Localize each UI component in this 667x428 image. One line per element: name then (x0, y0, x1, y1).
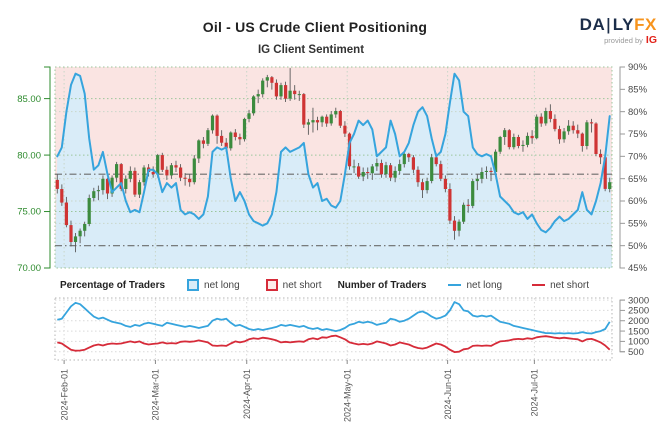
svg-text:80%: 80% (628, 107, 648, 118)
provided-by-line: provided by IG (580, 35, 657, 46)
price-axis-left: 70.00 75.00 80.00 85.00 (17, 66, 51, 274)
svg-text:500: 500 (628, 347, 644, 358)
svg-text:2024-Jun-01: 2024-Jun-01 (443, 369, 453, 420)
svg-text:2024-Jul-01: 2024-Jul-01 (530, 369, 540, 417)
svg-text:2000: 2000 (628, 316, 649, 327)
date-axis: 2024-Feb-01 2024-Mar-01 2024-Apr-01 2024-Ma… (59, 360, 540, 422)
logo-i-bar: | (606, 15, 612, 34)
chart-legend: Percentage of Traders net long net short… (60, 279, 589, 291)
traders-panel (54, 297, 613, 361)
svg-text:60%: 60% (628, 196, 648, 207)
logo-text-ly: LY (612, 15, 635, 34)
svg-text:2024-Mar-01: 2024-Mar-01 (151, 369, 161, 421)
svg-text:75.00: 75.00 (17, 207, 41, 218)
net-short-label: net short (550, 279, 589, 291)
net-short-line-swatch (532, 284, 546, 286)
net-long-line-swatch (448, 284, 462, 286)
net-long-label: net long (466, 279, 503, 291)
svg-text:2024-Feb-01: 2024-Feb-01 (59, 369, 69, 421)
svg-text:65%: 65% (628, 174, 648, 185)
svg-text:90%: 90% (628, 62, 648, 73)
legend-title-percentage-of-traders: Percentage of Traders (60, 279, 166, 291)
net-long-pct-line (56, 72, 611, 234)
pct-axis-right: 45% 50% 55% 60% 65% 70% 75% 80% 85% 90% (619, 62, 648, 274)
traders-net-short-line (57, 334, 611, 354)
logo-text-fx: FX (634, 15, 657, 34)
svg-text:85%: 85% (628, 85, 648, 96)
svg-text:2024-Apr-01: 2024-Apr-01 (242, 369, 252, 419)
svg-text:75%: 75% (628, 129, 648, 140)
svg-text:70.00: 70.00 (17, 263, 41, 274)
svg-text:70%: 70% (628, 152, 648, 163)
traders-net-long-line (57, 301, 611, 335)
svg-text:85.00: 85.00 (17, 94, 41, 105)
legend-item-pct-net-long: net long (187, 279, 240, 291)
legend-item-count-net-short: net short (532, 280, 589, 291)
svg-text:2500: 2500 (628, 306, 649, 317)
chart-subtitle: IG Client Sentiment (257, 44, 365, 56)
dailyfx-wordmark: DA | LY FX (580, 16, 657, 33)
dailyfx-logo: DA | LY FX provided by IG (580, 16, 657, 46)
legend-title-number-of-traders: Number of Traders (337, 279, 427, 291)
svg-text:1000: 1000 (628, 337, 649, 348)
page-title: Oil - US Crude Client Positioning (202, 19, 428, 35)
svg-text:1500: 1500 (628, 326, 649, 337)
net-long-label: net long (204, 279, 240, 291)
net-short-label: net short (282, 279, 322, 291)
legend-item-count-net-long: net long (448, 280, 502, 291)
svg-text:80.00: 80.00 (17, 150, 41, 161)
ig-logo: IG (645, 34, 657, 46)
gridlines (54, 66, 613, 360)
svg-text:50%: 50% (628, 241, 648, 252)
svg-text:2024-May-01: 2024-May-01 (342, 369, 352, 422)
legend-item-pct-net-short: net short (265, 279, 322, 291)
net-short-square-swatch (265, 279, 278, 291)
candles-layer (55, 68, 612, 253)
svg-text:45%: 45% (628, 263, 648, 274)
provided-by-label: provided by (604, 35, 643, 45)
svg-text:55%: 55% (628, 219, 648, 230)
main-plot-background (55, 67, 612, 268)
logo-text-da: DA (579, 15, 606, 34)
net-long-area-fill (55, 73, 612, 268)
traders-lines (57, 301, 611, 354)
svg-text:3000: 3000 (628, 295, 649, 306)
net-long-square-swatch (187, 279, 200, 291)
